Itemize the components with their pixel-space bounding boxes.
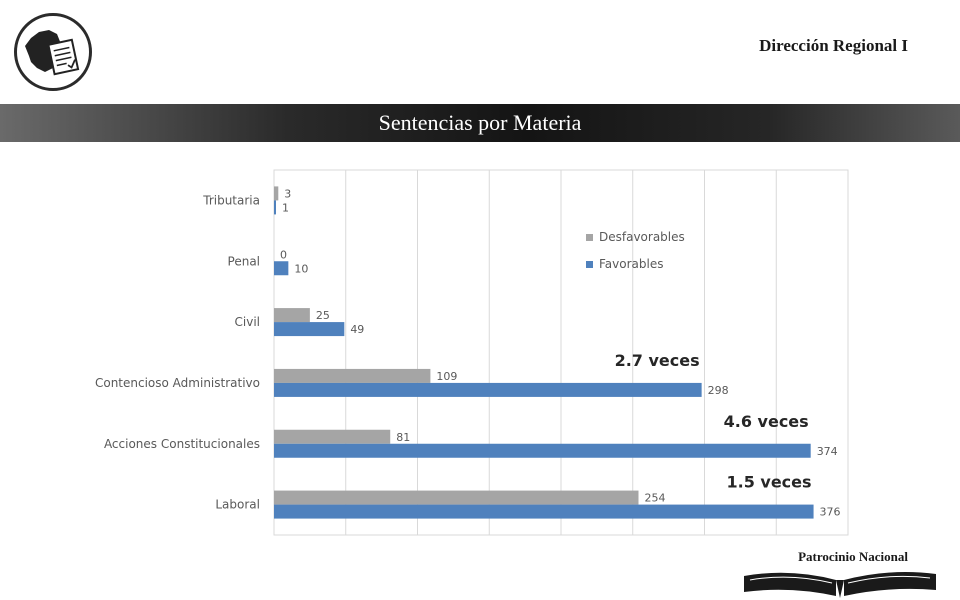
bar-favorables [274,322,345,337]
legend-swatch [586,234,593,241]
data-label: 109 [436,370,457,383]
data-label: 0 [280,248,287,261]
bar-favorables [274,200,276,215]
legend-label: Desfavorables [599,230,685,244]
legend-label: Favorables [599,257,663,271]
bar-favorables [274,382,702,397]
bar-favorables [274,504,814,519]
data-label: 374 [817,445,838,458]
category-label: Acciones Constitucionales [104,437,260,451]
logo [14,13,92,91]
bar-desfavorables [274,490,639,505]
data-label: 298 [708,384,729,397]
data-label: 81 [396,431,410,444]
bar-desfavorables [274,308,310,323]
data-label: 25 [316,309,330,322]
data-label: 1 [282,201,289,214]
annotation-label: 4.6 veces [724,412,809,431]
bar-favorables [274,261,289,276]
data-label: 10 [294,262,308,275]
bar-favorables [274,443,811,458]
region-title: Dirección Regional I [759,36,908,55]
category-label: Civil [235,315,260,329]
legend-swatch [586,261,593,268]
bar-desfavorables [274,368,431,383]
data-label: 254 [644,492,665,505]
category-label: Contencioso Administrativo [95,376,260,390]
bar-chart: Tributaria 31 Penal 0 10 Civil 25 49 Contencioso… [95,169,849,536]
data-label: 3 [284,187,291,200]
annotation-label: 2.7 veces [615,351,700,370]
data-label: 49 [350,323,364,336]
bar-desfavorables [274,429,391,444]
sponsor-label: Patrocinio Nacional [798,549,908,564]
category-label: Laboral [215,498,260,512]
title-band [0,104,960,142]
annotation-label: 1.5 veces [726,473,811,492]
slide-title: Sentencias por Materia [378,110,582,135]
category-label: Penal [228,254,260,268]
data-label: 376 [820,506,841,519]
map-document-icon [25,30,80,76]
category-label: Tributaria [202,193,260,207]
open-book-icon [744,572,936,598]
bar-desfavorables [274,186,279,201]
